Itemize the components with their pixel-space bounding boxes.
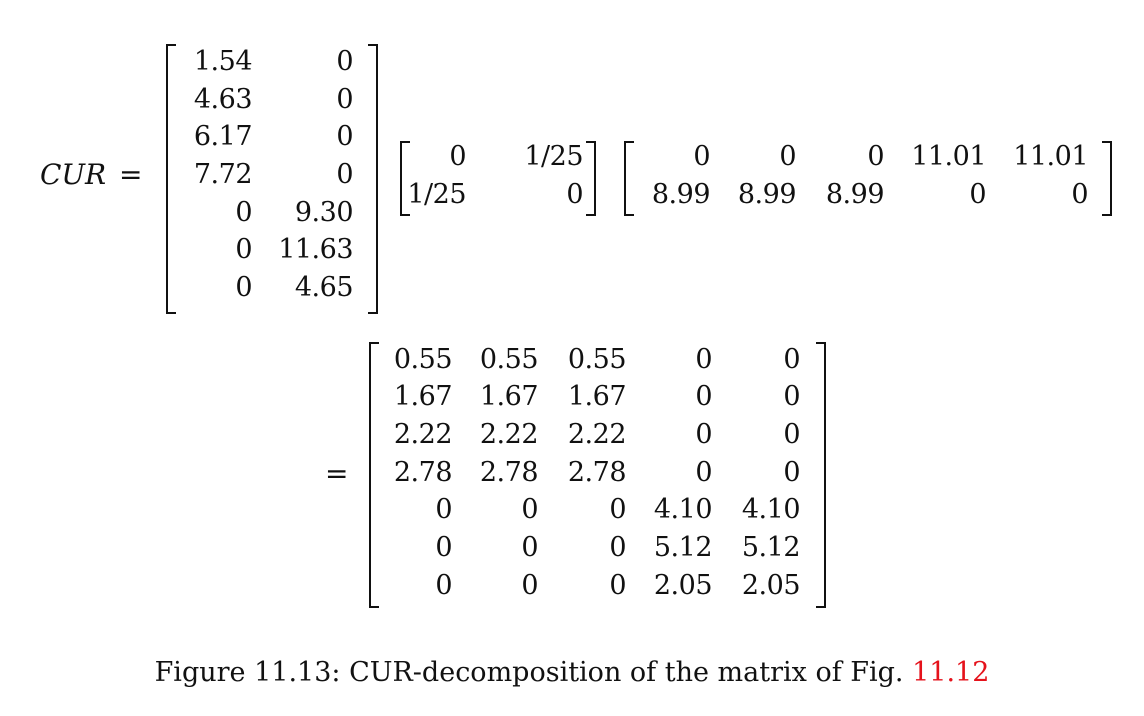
matrix-c-cell: 1.54 (193, 46, 253, 77)
cur-symbol: CUR (40, 158, 107, 191)
matrix-result-cell: 5.12 (653, 532, 713, 563)
matrix-c-cell: 4.65 (294, 272, 354, 303)
matrix-result-cell: 2.78 (393, 457, 453, 488)
matrix-c-cell: 0 (336, 121, 353, 152)
matrix-c-cell: 9.30 (294, 197, 354, 228)
matrix-result-cell: 0 (435, 532, 452, 563)
matrix-result-cell: 2.22 (567, 419, 627, 450)
matrix-result-cell: 0 (695, 457, 712, 488)
matrix-c-cell: 0 (336, 84, 353, 115)
matrix-result-cell: 2.05 (741, 570, 801, 601)
matrix-result-cell: 0 (521, 494, 538, 525)
matrix-result-cell: 0.55 (567, 344, 627, 375)
matrix-r-cell: 0 (969, 179, 986, 210)
matrix-r-cell: 0 (693, 141, 710, 172)
matrix-r-cell: 11.01 (911, 141, 986, 172)
matrix-result-cell: 0 (521, 570, 538, 601)
matrix-result-right-bracket (816, 342, 826, 608)
matrix-r-cell: 8.99 (825, 179, 885, 210)
matrix-c-cell: 0 (336, 46, 353, 77)
matrix-r-cell: 0 (867, 141, 884, 172)
matrix-result-cell: 0 (783, 457, 800, 488)
matrix-result-cell: 2.05 (653, 570, 713, 601)
matrix-r-cell: 0 (779, 141, 796, 172)
matrix-u-left-bracket (400, 141, 410, 216)
matrix-c-cell: 11.63 (278, 234, 353, 265)
caption-text: Figure 11.13: CUR-decomposition of the m… (154, 657, 913, 688)
matrix-result-cell: 1.67 (393, 381, 453, 412)
matrix-r-cell: 0 (1071, 179, 1088, 210)
matrix-u-cell: 1/25 (407, 179, 466, 210)
matrix-r-right-bracket (1102, 141, 1112, 216)
matrix-result-cell: 0 (783, 381, 800, 412)
matrix-result-cell: 0 (609, 532, 626, 563)
matrix-u-cell: 0 (566, 179, 583, 210)
matrix-r-left-bracket (624, 141, 634, 216)
equals-sign: = (119, 158, 143, 191)
matrix-u-right-bracket (586, 141, 596, 216)
matrix-result-cell: 0 (695, 419, 712, 450)
matrix-result-cell: 1.67 (479, 381, 539, 412)
matrix-result-cell: 0 (695, 381, 712, 412)
matrix-result-cell: 1.67 (567, 381, 627, 412)
result-equals-sign: = (325, 457, 349, 490)
matrix-r-cell: 11.01 (1013, 141, 1088, 172)
matrix-result-cell: 0 (521, 532, 538, 563)
matrix-c-left-bracket (166, 44, 176, 314)
matrix-result-cell: 4.10 (653, 494, 713, 525)
matrix-result-cell: 0 (435, 570, 452, 601)
matrix-r-cell: 8.99 (737, 179, 797, 210)
matrix-result-cell: 0 (783, 344, 800, 375)
matrix-result-cell: 0 (435, 494, 452, 525)
matrix-c-cell: 6.17 (193, 121, 253, 152)
figure-reference-link[interactable]: 11.12 (912, 657, 990, 688)
matrix-result-cell: 5.12 (741, 532, 801, 563)
matrix-result-cell: 0.55 (393, 344, 453, 375)
matrix-result-cell: 0 (609, 570, 626, 601)
matrix-result-cell: 0 (783, 419, 800, 450)
matrix-c-cell: 0 (235, 197, 252, 228)
matrix-result-cell: 0.55 (479, 344, 539, 375)
matrix-u-cell: 1/25 (524, 141, 583, 172)
matrix-result-cell: 2.78 (479, 457, 539, 488)
matrix-c-right-bracket (368, 44, 378, 314)
matrix-result-cell: 0 (695, 344, 712, 375)
equation-lhs: CUR = (40, 160, 142, 190)
matrix-result-cell: 2.22 (393, 419, 453, 450)
matrix-result-cell: 4.10 (741, 494, 801, 525)
matrix-result-cell: 2.22 (479, 419, 539, 450)
matrix-c-cell: 7.72 (193, 159, 253, 190)
matrix-c-cell: 4.63 (193, 84, 253, 115)
matrix-r-cell: 8.99 (651, 179, 711, 210)
matrix-c-cell: 0 (235, 234, 252, 265)
figure-caption: Figure 11.13: CUR-decomposition of the m… (0, 657, 1144, 689)
matrix-result-cell: 0 (609, 494, 626, 525)
matrix-c-cell: 0 (235, 272, 252, 303)
matrix-result-cell: 2.78 (567, 457, 627, 488)
matrix-u-cell: 0 (449, 141, 466, 172)
matrix-c-cell: 0 (336, 159, 353, 190)
matrix-result-left-bracket (369, 342, 379, 608)
